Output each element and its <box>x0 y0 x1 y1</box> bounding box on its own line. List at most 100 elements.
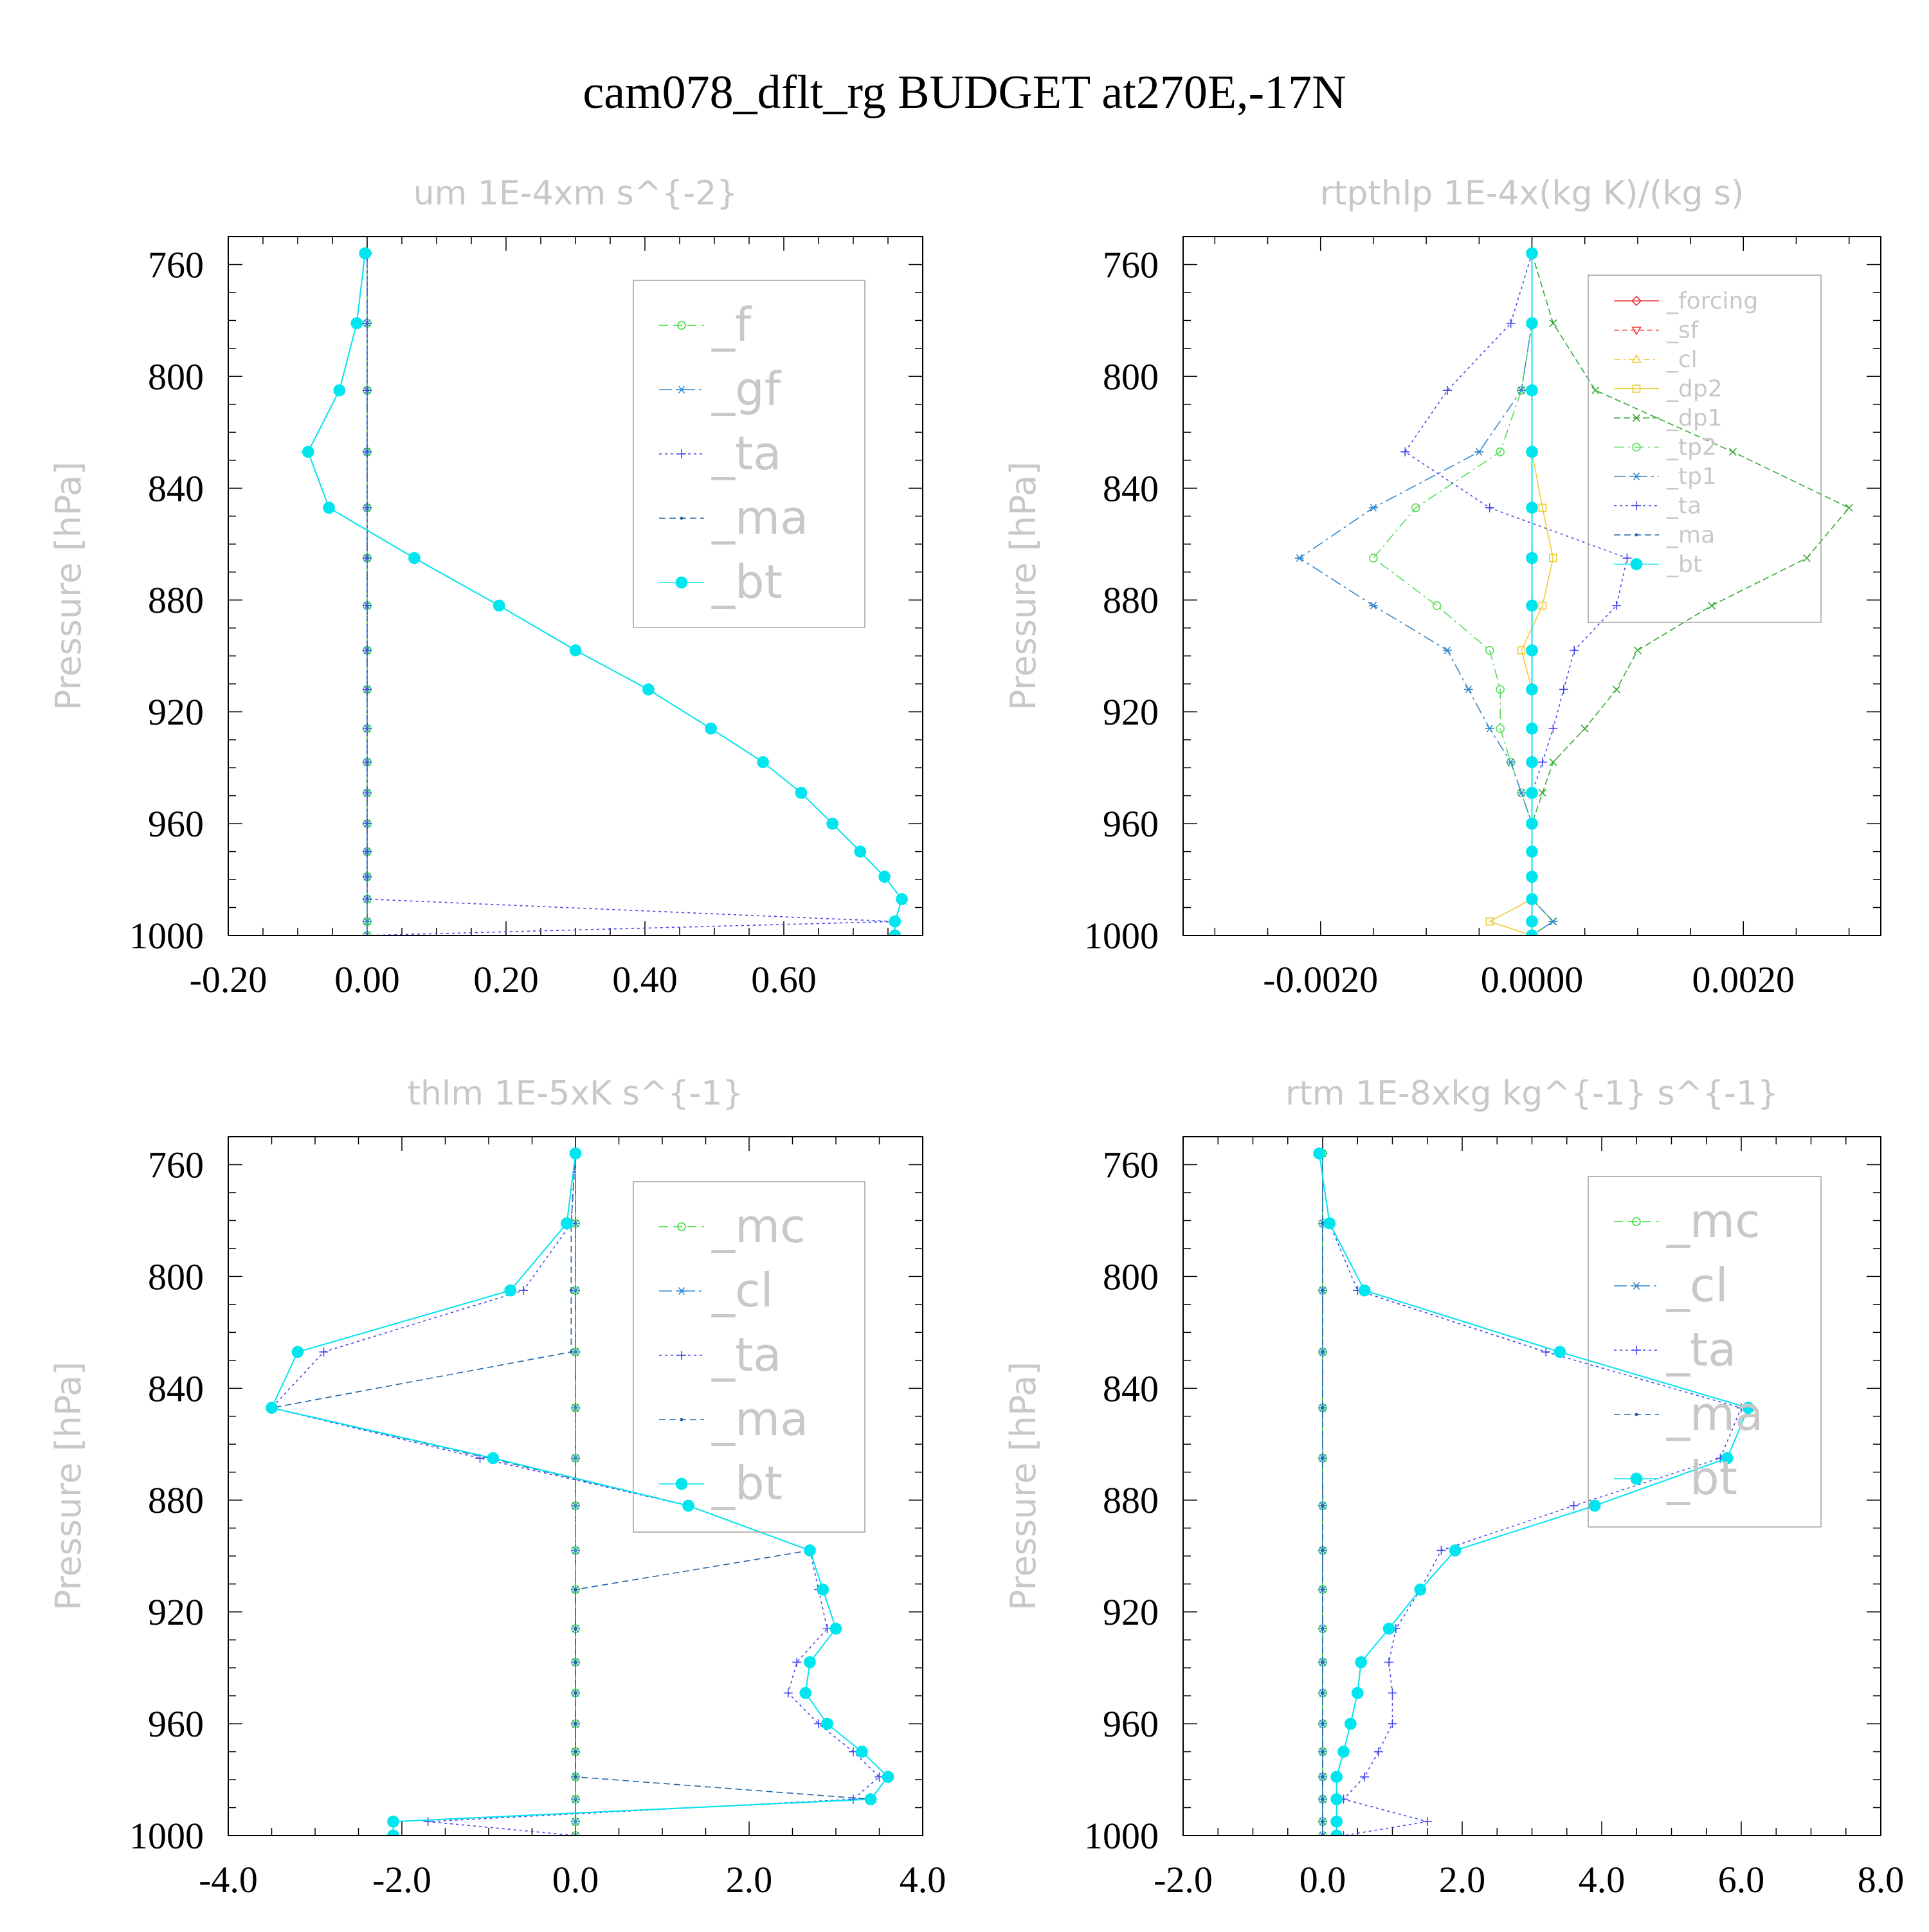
data-point <box>574 1587 577 1591</box>
y-tick-label: 960 <box>1103 803 1159 845</box>
data-point <box>1569 1501 1579 1510</box>
data-point <box>561 1217 573 1230</box>
x-tick-label: -0.20 <box>190 959 267 1000</box>
data-point <box>1321 1350 1325 1354</box>
data-point <box>1321 1288 1325 1292</box>
legend-label: _tp1 <box>1666 464 1717 490</box>
x-tick-label: -4.0 <box>199 1859 258 1900</box>
data-point <box>333 384 346 397</box>
legend-marker <box>1631 327 1642 336</box>
y-tick-label: 840 <box>148 1368 204 1409</box>
legend-marker <box>677 1351 686 1360</box>
series-bt <box>1526 247 1538 935</box>
data-point <box>1382 1622 1395 1635</box>
data-point <box>682 1499 694 1512</box>
legend-box <box>633 1181 865 1533</box>
data-point <box>1526 929 1538 935</box>
y-tick-label: 920 <box>1103 691 1159 733</box>
data-point <box>363 819 372 829</box>
data-point <box>571 1546 580 1555</box>
data-point <box>387 1815 399 1828</box>
x-tick-label: 2.0 <box>1439 1859 1486 1900</box>
data-point <box>363 757 372 767</box>
data-point <box>1294 554 1304 563</box>
series-line <box>367 253 895 935</box>
data-point <box>571 1454 580 1463</box>
legend: _f _gf _ta _ma _bt <box>633 280 865 628</box>
y-tick-label: 760 <box>148 1144 204 1186</box>
data-point <box>363 894 372 904</box>
data-point <box>896 893 908 905</box>
data-point <box>363 917 372 926</box>
series-line <box>1318 1153 1743 1836</box>
data-point <box>1432 601 1442 610</box>
panel-title: rtm 1E-8xkg kg^{-1} s^{-1} <box>1285 1074 1779 1113</box>
data-point <box>817 1584 829 1596</box>
plot-frame <box>228 236 923 936</box>
legend-label: _ma <box>1666 1387 1763 1441</box>
legend: _mc _cl _ta _ma _bt <box>1588 1176 1822 1528</box>
data-point <box>889 929 901 935</box>
x-tick-label: 6.0 <box>1718 1859 1765 1900</box>
data-point <box>363 646 372 655</box>
data-point <box>1321 1504 1325 1508</box>
data-point <box>1526 756 1538 768</box>
data-point <box>569 1350 573 1354</box>
data-point <box>1321 1587 1325 1591</box>
data-point <box>363 318 372 328</box>
data-point <box>1538 789 1547 797</box>
legend-label: _dp1 <box>1666 405 1723 431</box>
data-point <box>1442 386 1452 395</box>
data-point <box>571 1818 580 1826</box>
data-point <box>795 786 808 799</box>
data-point <box>1463 685 1473 694</box>
legend-label: _ma <box>1666 522 1715 548</box>
x-tick-label: 2.0 <box>726 1859 773 1900</box>
data-point <box>1721 1452 1734 1465</box>
data-point <box>363 931 372 935</box>
data-point <box>1496 724 1505 734</box>
data-point <box>319 1347 329 1357</box>
data-point <box>1526 446 1538 458</box>
x-tick-label: 0.60 <box>751 959 817 1000</box>
y-tick-label: 880 <box>1103 579 1159 621</box>
data-point <box>571 1404 580 1412</box>
legend-marker <box>1635 1413 1638 1416</box>
data-point <box>1384 1657 1394 1667</box>
data-point <box>1321 1722 1325 1726</box>
data-point <box>1526 722 1538 735</box>
data-point <box>1330 1829 1343 1836</box>
data-point <box>1345 1717 1357 1730</box>
data-point <box>799 1686 812 1699</box>
plot-area <box>266 1147 894 1836</box>
data-point <box>1321 1456 1325 1460</box>
series-line <box>307 253 903 935</box>
data-point <box>1538 503 1547 512</box>
data-point <box>363 600 372 610</box>
legend-label: _cl <box>1666 1258 1728 1312</box>
y-tick-label: 960 <box>148 803 204 845</box>
data-point <box>571 1501 580 1510</box>
y-axis-label: Pressure [hPa] <box>1003 462 1044 710</box>
data-point <box>1321 1797 1325 1801</box>
data-point <box>363 386 372 395</box>
data-point <box>1414 1584 1427 1596</box>
data-point <box>571 1795 580 1803</box>
data-point <box>1330 1771 1343 1783</box>
legend-label: _ta <box>711 426 781 480</box>
y-axis-label: Pressure [hPa] <box>48 1362 89 1611</box>
data-point <box>574 1660 577 1664</box>
legend-label: _bt <box>711 555 783 609</box>
data-point <box>1358 1284 1371 1297</box>
data-point <box>1369 554 1378 563</box>
y-tick-label: 840 <box>148 467 204 509</box>
x-tick-label: 0.00 <box>334 959 400 1000</box>
x-tick-label: 4.0 <box>900 1859 946 1900</box>
series-line <box>1372 253 1533 935</box>
data-point <box>1337 1746 1350 1758</box>
legend-box <box>633 280 865 628</box>
legend-label: _tp2 <box>1666 434 1717 460</box>
data-point <box>574 1775 577 1779</box>
data-point <box>1368 601 1378 609</box>
data-point <box>1549 319 1557 327</box>
